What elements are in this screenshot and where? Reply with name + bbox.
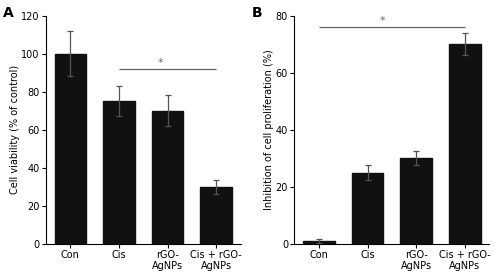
Bar bbox=[152, 111, 184, 244]
Bar bbox=[103, 101, 135, 244]
Bar bbox=[200, 187, 232, 244]
Bar bbox=[54, 54, 86, 244]
Bar bbox=[449, 44, 480, 244]
Bar bbox=[400, 158, 432, 244]
Y-axis label: Cell viability (% of control): Cell viability (% of control) bbox=[10, 65, 20, 194]
Text: A: A bbox=[3, 6, 13, 20]
Bar bbox=[303, 241, 335, 244]
Text: *: * bbox=[158, 58, 163, 68]
Text: B: B bbox=[252, 6, 262, 20]
Y-axis label: Inhibition of cell proliferation (%): Inhibition of cell proliferation (%) bbox=[264, 49, 274, 210]
Bar bbox=[352, 173, 384, 244]
Text: *: * bbox=[380, 16, 385, 26]
